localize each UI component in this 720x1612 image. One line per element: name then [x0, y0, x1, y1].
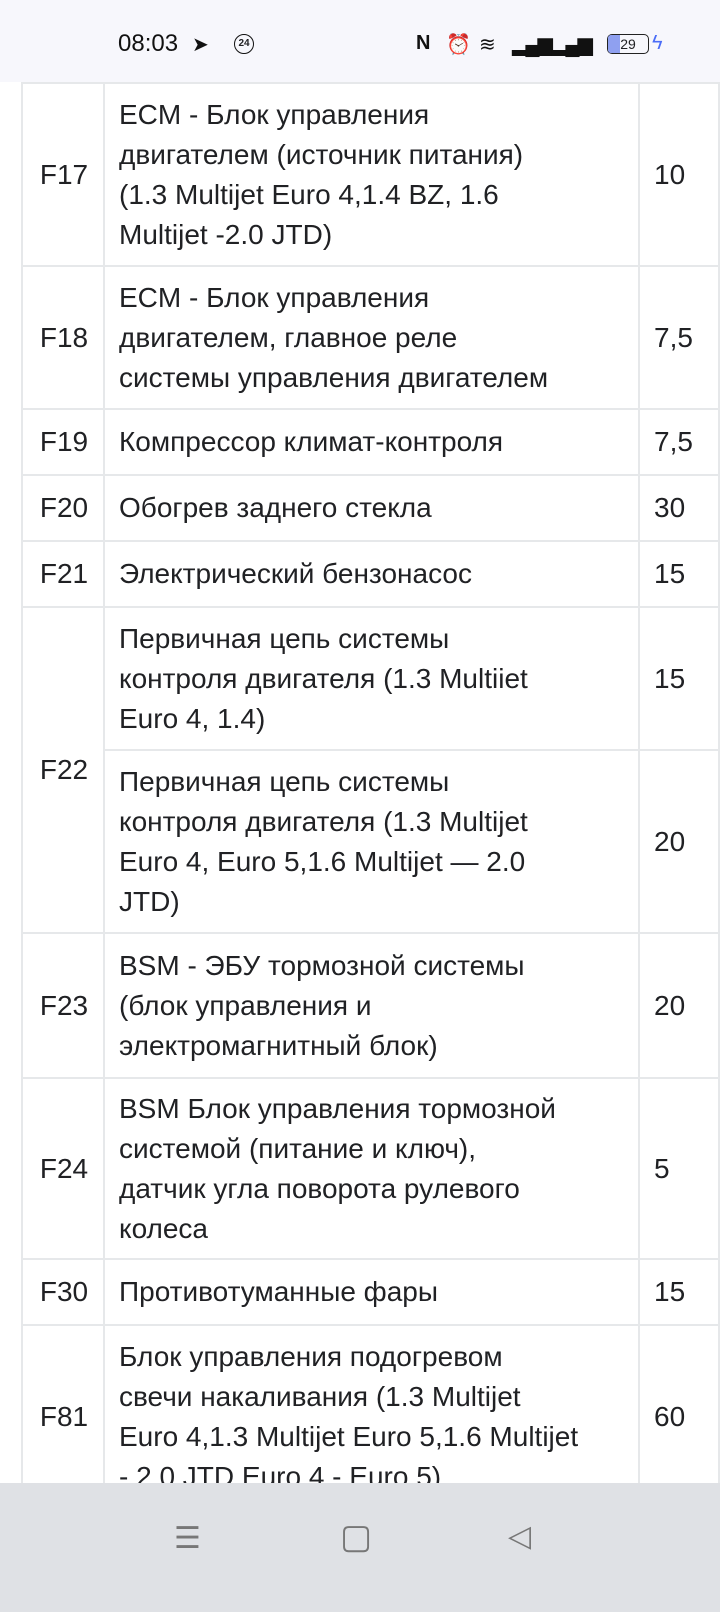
fuse-description: BSM - ЭБУ тормозной системы (блок управл…: [103, 932, 640, 1079]
table-row: F20 Обогрев заднего стекла 30: [21, 474, 720, 542]
fuse-amps: 15: [638, 606, 720, 751]
telegram-icon: ➤: [192, 34, 209, 56]
notification-badge: 24: [234, 34, 254, 54]
alarm-icon: ⏰: [446, 34, 471, 56]
menu-button[interactable]: ☰: [174, 1522, 201, 1555]
fuse-amps: 20: [638, 749, 720, 934]
fuse-amps: 15: [638, 540, 720, 608]
fuse-code: F19: [21, 408, 105, 476]
fuse-amps: 7,5: [638, 408, 720, 476]
table-row: F22 Первичная цепь системы контроля двига…: [21, 606, 720, 934]
fuse-code: F18: [21, 265, 105, 410]
wifi-icon: ≋: [479, 34, 496, 56]
nfc-icon: N: [416, 32, 431, 54]
fuse-description: Первичная цепь системы контроля двигател…: [103, 749, 640, 934]
fuse-description: ECM - Блок управления двигателем, главно…: [103, 265, 640, 410]
fuse-amps: 10: [638, 82, 720, 267]
fuse-description: Блок управления подогревом свечи накалив…: [103, 1324, 640, 1509]
charging-icon: ϟ: [652, 32, 663, 54]
fuse-description: Электрический бензонасос: [103, 540, 640, 608]
fuse-code: F23: [21, 932, 105, 1079]
battery-fill: [608, 35, 620, 53]
fuse-code: F81: [21, 1324, 105, 1509]
table-row: F17 ECM - Блок управления двигателем (ист…: [21, 82, 720, 267]
status-bar: 08:03 ➤ 24 N ⏰ ≋ ▂▄▆ ▂▄▆ 29 ϟ: [0, 0, 720, 82]
table-row: F81 Блок управления подогревом свечи нака…: [21, 1324, 720, 1509]
fuse-description: Противотуманные фары: [103, 1258, 640, 1326]
fuse-code: F17: [21, 82, 105, 267]
fuse-code: F22: [21, 606, 105, 934]
fuse-amps: 60: [638, 1324, 720, 1509]
fuse-description: Обогрев заднего стекла: [103, 474, 640, 542]
table-row: F18 ECM - Блок управления двигателем, гла…: [21, 265, 720, 410]
fuse-description: Первичная цепь системы контроля двигател…: [103, 606, 640, 751]
fuse-amps: 7,5: [638, 265, 720, 410]
fuse-amps: 20: [638, 932, 720, 1079]
fuse-amps: 30: [638, 474, 720, 542]
signal-icon: ▂▄▆: [552, 34, 593, 56]
home-button[interactable]: ▢: [340, 1518, 373, 1556]
fuse-code: F21: [21, 540, 105, 608]
fuse-description: ECM - Блок управления двигателем (источн…: [103, 82, 640, 267]
fuse-table: F17 ECM - Блок управления двигателем (ист…: [21, 82, 720, 1509]
table-row: F21 Электрический бензонасос 15: [21, 540, 720, 608]
back-button[interactable]: ◁: [508, 1520, 532, 1553]
clock: 08:03: [118, 30, 179, 57]
table-row: F24 BSM Блок управления тормозной системо…: [21, 1077, 720, 1260]
fuse-description: Компрессор климат-контроля: [103, 408, 640, 476]
fuse-description: BSM Блок управления тормозной системой (…: [103, 1077, 640, 1260]
table-row: Первичная цепь системы контроля двигател…: [22, 749, 720, 934]
navigation-bar: ☰ ▢ ◁: [0, 1483, 720, 1612]
battery-icon: 29: [607, 34, 649, 54]
table-row: F19 Компрессор климат-контроля 7,5: [21, 408, 720, 476]
battery-level: 29: [620, 36, 636, 52]
signal-icon: ▂▄▆: [512, 34, 553, 56]
fuse-amps: 5: [638, 1077, 720, 1260]
fuse-amps: 15: [638, 1258, 720, 1326]
fuse-code: F30: [21, 1258, 105, 1326]
table-row: F30 Противотуманные фары 15: [21, 1258, 720, 1326]
fuse-code: F20: [21, 474, 105, 542]
fuse-code: F24: [21, 1077, 105, 1260]
table-row: F23 BSM - ЭБУ тормозной системы (блок упр…: [21, 932, 720, 1079]
